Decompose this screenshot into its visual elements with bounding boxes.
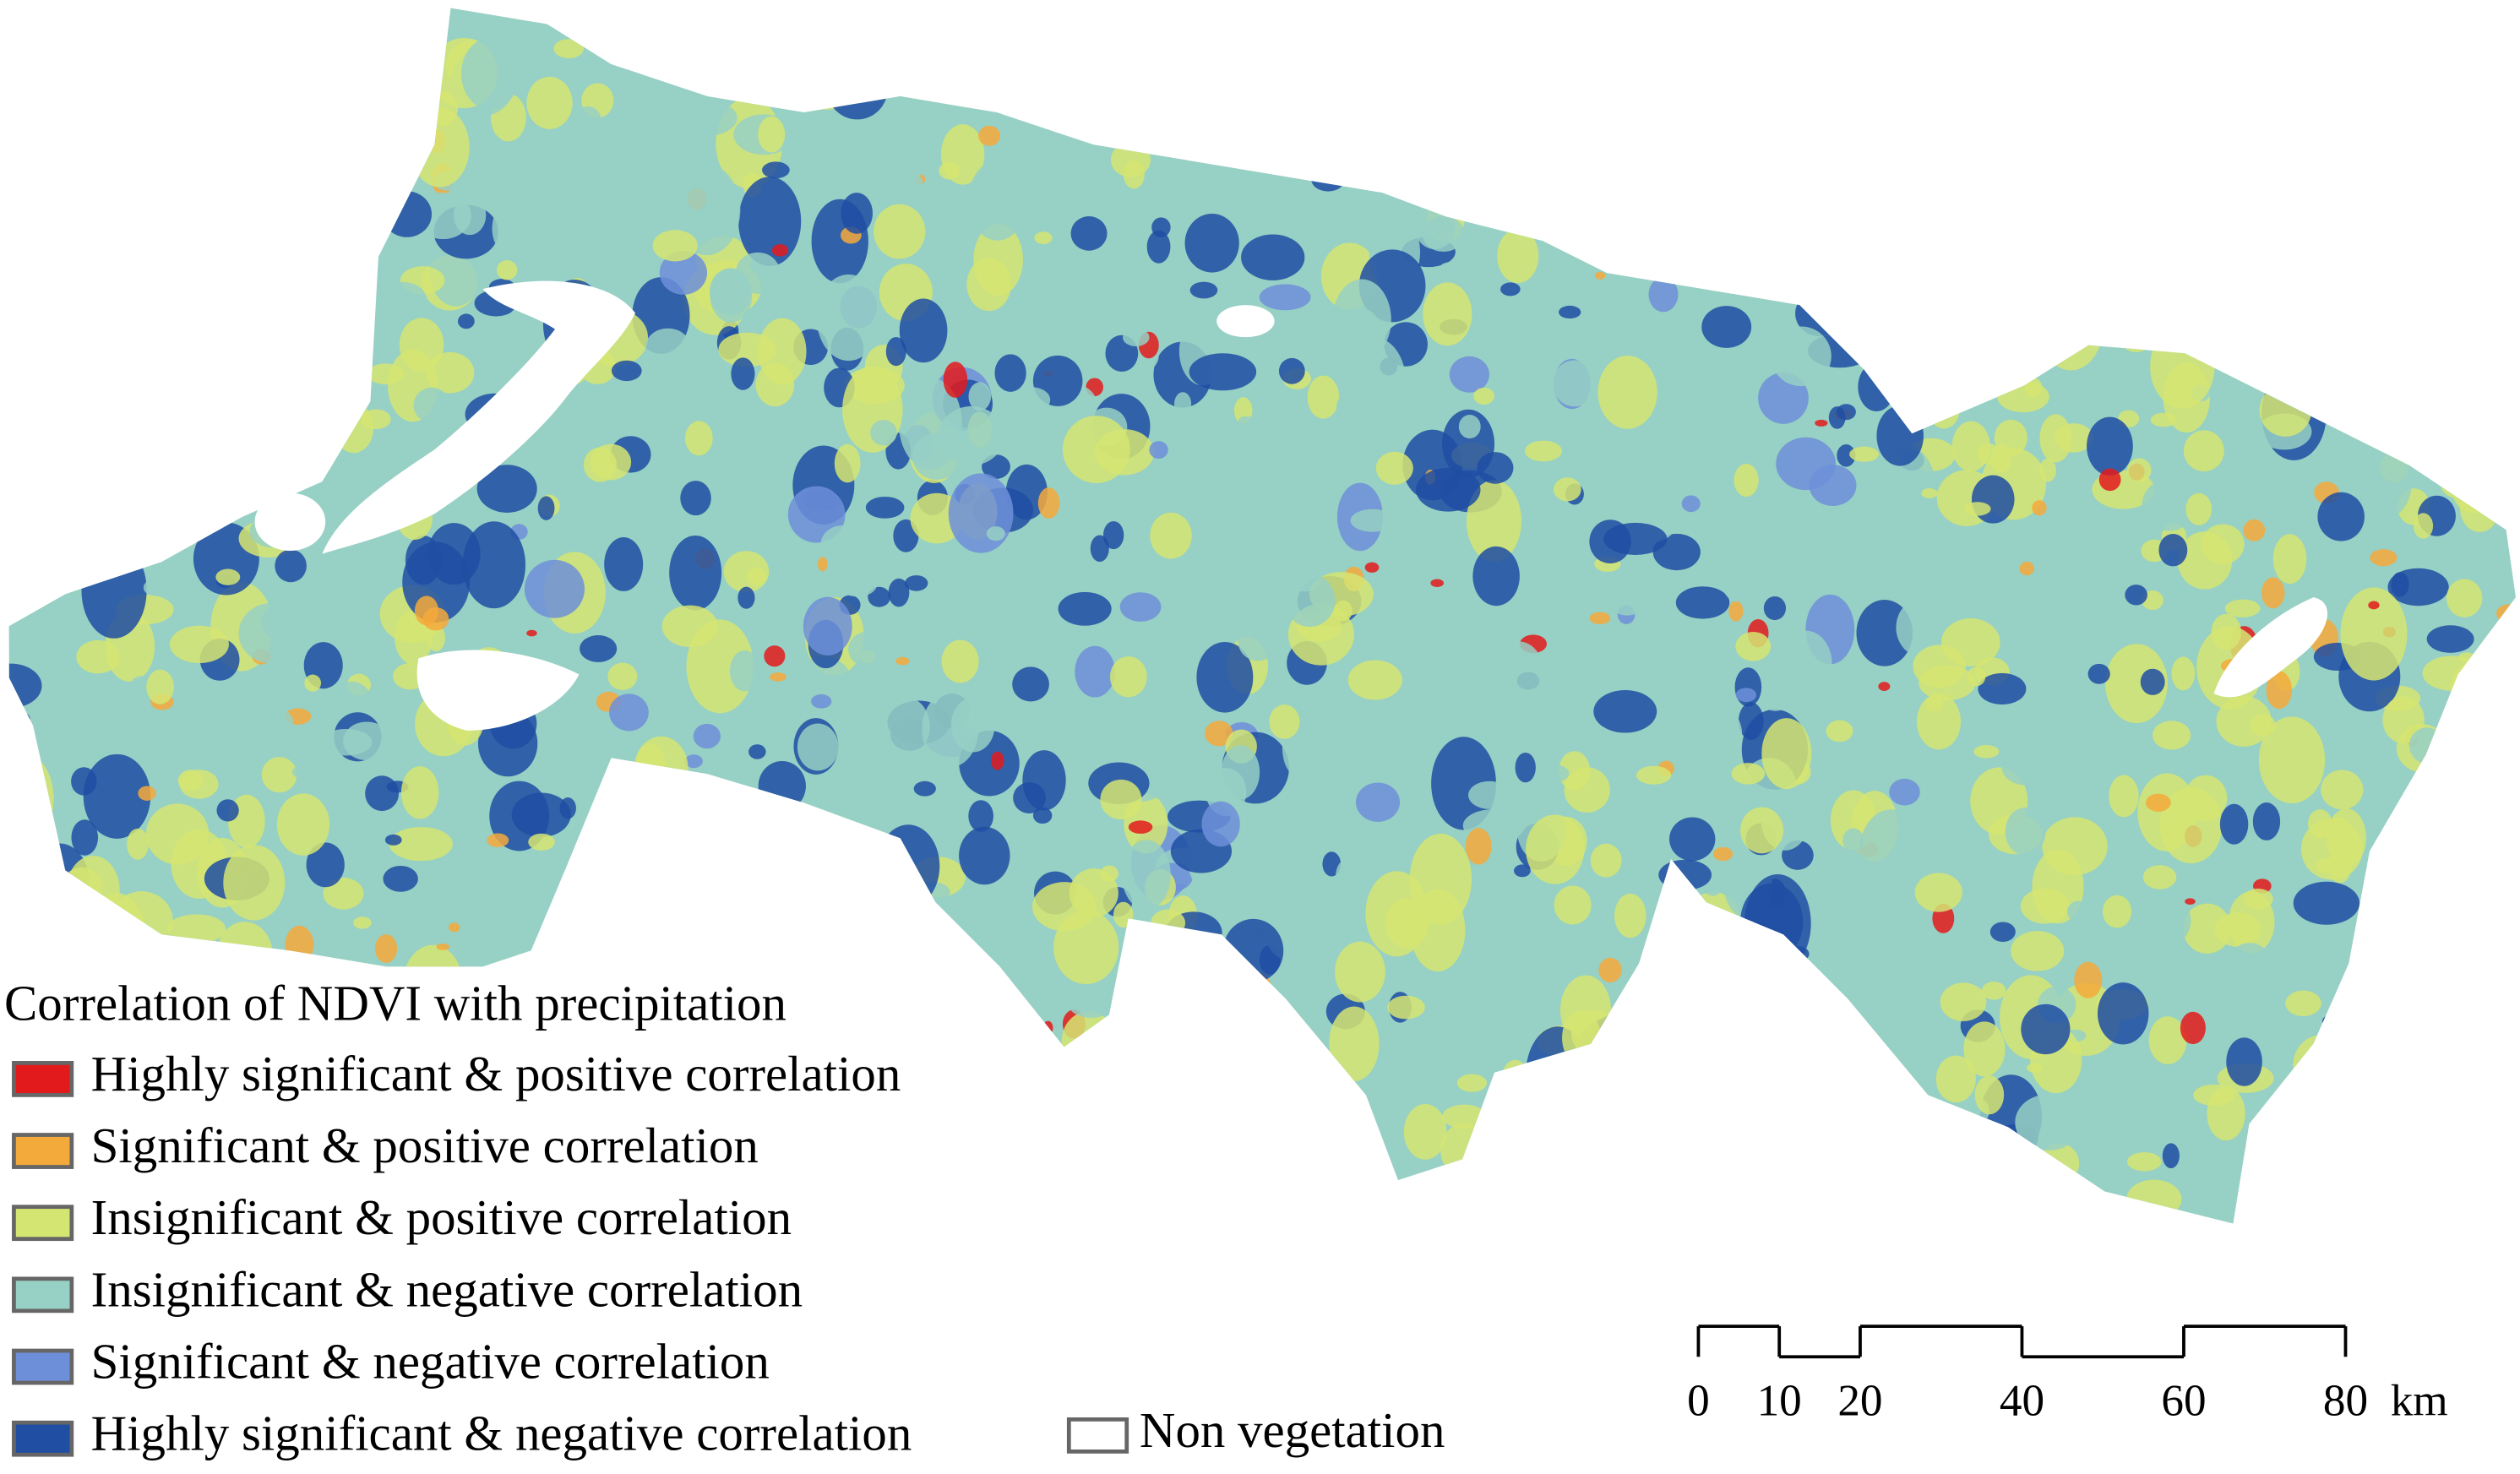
legend-swatch [12, 1348, 74, 1385]
legend-label: Highly significant & positive correlatio… [91, 1046, 901, 1101]
legend-swatch [12, 1420, 74, 1457]
non-vegetation-area [1216, 305, 1275, 338]
legend-title: Correlation of NDVI with precipitation [4, 975, 786, 1031]
non-vegetation-area [2213, 597, 2328, 698]
scale-bar: 0 10 20 40 60 80 km [1687, 1324, 2448, 1425]
legend-label: Highly significant & negative correlatio… [91, 1406, 912, 1461]
legend-label: Significant & positive correlation [91, 1118, 759, 1173]
scale-label: 20 [1837, 1375, 1882, 1425]
non-vegetation-area [416, 650, 580, 731]
legend-swatch [12, 1133, 74, 1169]
scale-label: 40 [2000, 1375, 2044, 1425]
legend-swatch [1066, 1417, 1129, 1454]
scale-label: 80 [2323, 1375, 2368, 1425]
scale-label: 10 [1757, 1375, 1802, 1425]
legend-label: Significant & negative correlation [91, 1334, 770, 1390]
legend-swatch [12, 1205, 74, 1242]
scale-unit: km [2391, 1375, 2448, 1425]
legend: Correlation of NDVI with precipitation H… [4, 975, 1445, 1460]
non-vegetation-area [322, 280, 636, 554]
legend-label: Non vegetation [1140, 1402, 1445, 1458]
scale-label: 0 [1687, 1375, 1710, 1425]
scale-label: 60 [2161, 1375, 2206, 1425]
legend-label: Insignificant & negative correlation [91, 1261, 803, 1317]
non-vegetation-area [254, 492, 326, 551]
legend-swatch [12, 1061, 74, 1097]
legend-label: Insignificant & positive correlation [91, 1189, 792, 1245]
legend-swatch [12, 1276, 74, 1314]
